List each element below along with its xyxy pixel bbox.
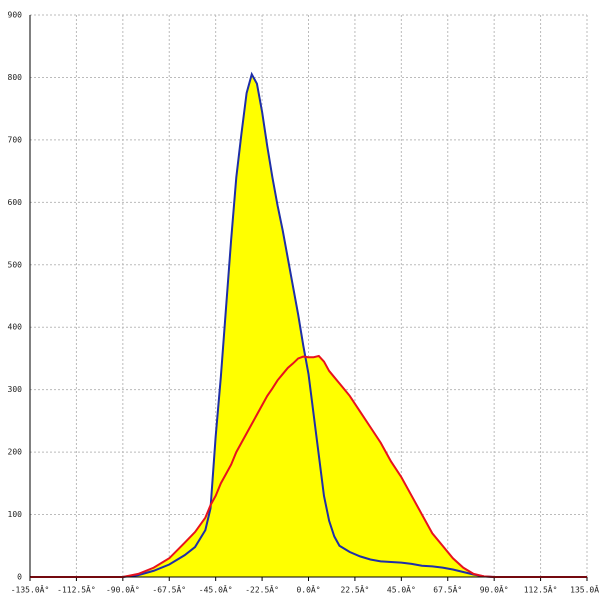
x-tick-label: -67.5Â° xyxy=(152,584,186,595)
y-tick-label: 0 xyxy=(17,573,22,582)
x-tick-label: 0.0Â° xyxy=(296,584,320,595)
y-tick-label: 300 xyxy=(8,385,23,394)
x-tick-label: -112.5Â° xyxy=(57,584,96,595)
x-tick-label: -135.0Â° xyxy=(11,584,50,595)
y-tick-label: 400 xyxy=(8,323,23,332)
y-tick-label: 900 xyxy=(8,11,23,20)
x-tick-label: -90.0Â° xyxy=(106,584,140,595)
area xyxy=(30,355,587,577)
series-line xyxy=(30,354,587,578)
series-line xyxy=(30,71,587,578)
x-tick-label: 45.0Â° xyxy=(387,584,416,595)
x-tick-label: 22.5Â° xyxy=(340,584,369,595)
y-tick-label: 100 xyxy=(8,510,23,519)
x-tick-label: -45.0Â° xyxy=(199,584,233,595)
x-tick-label: 135.0Â° xyxy=(570,584,600,595)
y-tick-label: 700 xyxy=(8,135,23,144)
y-tick-label: 500 xyxy=(8,260,23,269)
x-tick-label: 112.5Â° xyxy=(524,584,558,595)
x-tick-label: -22.5Â° xyxy=(245,584,279,595)
y-tick-label: 600 xyxy=(8,198,23,207)
x-tick-label: 67.5Â° xyxy=(433,584,462,595)
y-tick-label: 800 xyxy=(8,73,23,82)
y-tick-label: 200 xyxy=(8,448,23,457)
x-tick-label: 90.0Â° xyxy=(480,584,509,595)
